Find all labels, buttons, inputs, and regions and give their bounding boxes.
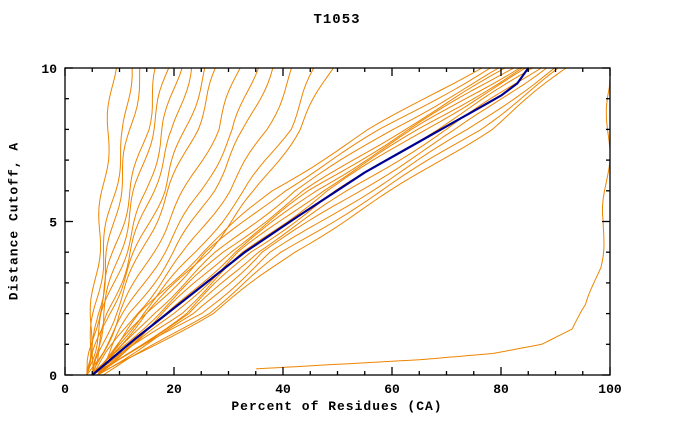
model-curve xyxy=(91,67,193,376)
model-curve xyxy=(97,67,523,376)
model-curve xyxy=(91,67,292,376)
model-curve xyxy=(86,67,133,376)
model-curve xyxy=(97,67,499,376)
x-tick-label: 80 xyxy=(493,382,509,397)
x-tick-label: 0 xyxy=(61,382,69,397)
y-tick-label: 10 xyxy=(41,62,57,77)
model-curve xyxy=(91,67,526,376)
model-curve xyxy=(97,67,274,376)
y-tick-label: 5 xyxy=(49,216,57,231)
x-tick-label: 40 xyxy=(275,382,291,397)
model-curve xyxy=(86,67,156,376)
model-curve xyxy=(97,67,547,376)
x-tick-label: 60 xyxy=(384,382,400,397)
model-curve xyxy=(91,67,141,376)
model-curve xyxy=(92,67,542,376)
model-curve xyxy=(92,67,555,376)
chart-title: T1053 xyxy=(313,12,361,28)
model-curve xyxy=(91,67,506,376)
model-curve xyxy=(97,67,533,376)
model-curve xyxy=(102,67,559,376)
x-tick-label: 20 xyxy=(166,382,182,397)
x-axis-label: Percent of Residues (CA) xyxy=(231,399,443,414)
model-curve xyxy=(97,67,567,376)
x-tick-label: 100 xyxy=(598,382,622,397)
highlight-curve xyxy=(91,67,530,376)
model-curve xyxy=(91,67,334,376)
model-curve xyxy=(86,67,183,376)
model-curve xyxy=(86,67,206,376)
y-tick-label: 0 xyxy=(49,369,57,384)
model-curve xyxy=(91,67,483,376)
model-curve xyxy=(256,77,611,370)
model-curve xyxy=(86,67,259,376)
model-curve xyxy=(91,67,216,376)
model-curve xyxy=(91,67,491,376)
model-curve xyxy=(97,67,315,376)
